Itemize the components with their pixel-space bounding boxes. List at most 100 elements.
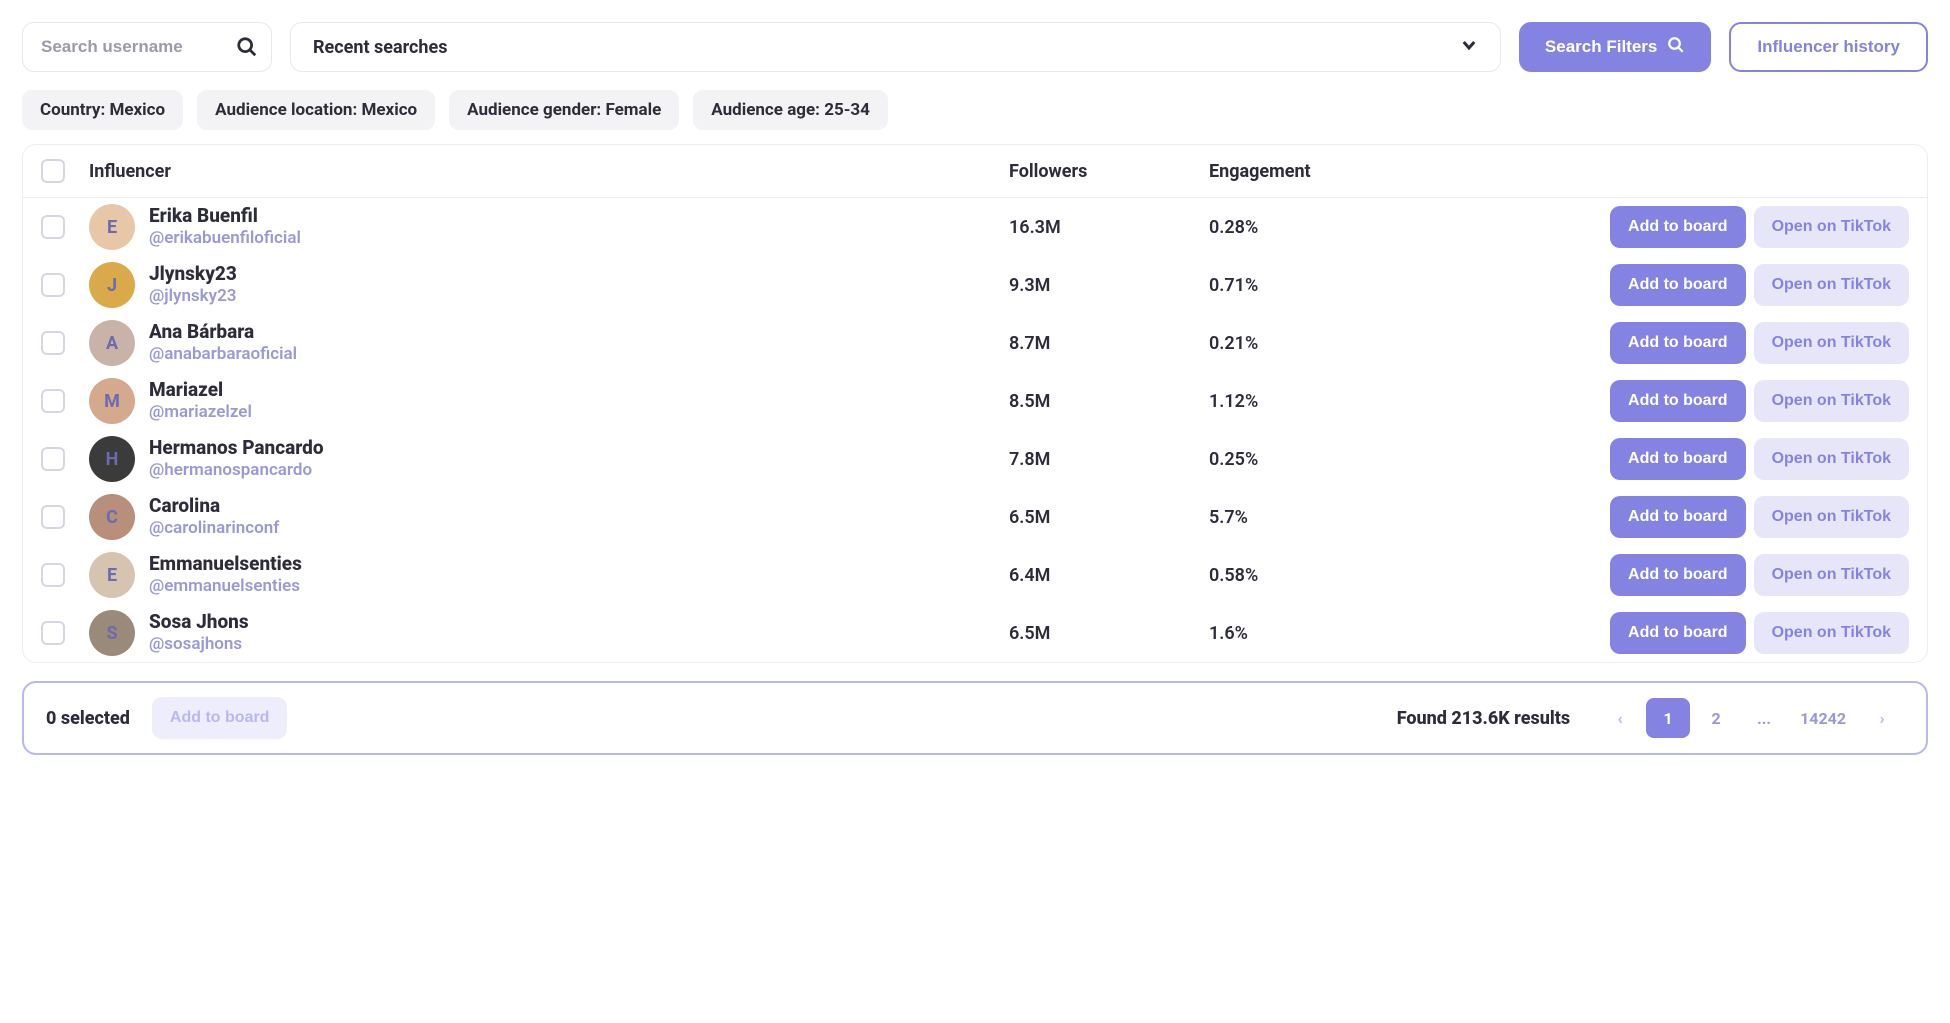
influencer-name: Mariazel [149,379,252,402]
engagement-value: 0.25% [1209,449,1589,470]
table-row: EErika Buenfil@erikabuenfiloficial16.3M0… [23,198,1927,256]
influencer-name: Hermanos Pancardo [149,437,324,460]
row-checkbox[interactable] [41,331,65,355]
footer-right: Found 213.6K results ‹ 1 2 ... 14242 › [1397,698,1904,738]
add-to-board-button[interactable]: Add to board [1610,206,1746,248]
followers-value: 6.5M [1009,623,1209,644]
row-actions: Add to boardOpen on TikTok [1589,554,1909,596]
open-on-tiktok-button[interactable]: Open on TikTok [1754,380,1909,422]
add-to-board-button[interactable]: Add to board [1610,554,1746,596]
row-actions: Add to boardOpen on TikTok [1589,264,1909,306]
influencer-handle: @anabarbaraoficial [149,344,297,364]
avatar: E [89,204,135,250]
influencer-history-button[interactable]: Influencer history [1729,22,1928,72]
influencer-handle: @carolinarinconf [149,518,279,538]
influencer-name: Erika Buenfil [149,205,301,228]
influencer-cell: EErika Buenfil@erikabuenfiloficial [89,204,1009,250]
select-all-checkbox[interactable] [41,159,65,183]
table-row: EEmmanuelsenties@emmanuelsenties6.4M0.58… [23,546,1927,604]
add-to-board-button[interactable]: Add to board [1610,438,1746,480]
table-body: EErika Buenfil@erikabuenfiloficial16.3M0… [23,198,1927,662]
page-ellipsis: ... [1742,698,1786,738]
influencer-name: Carolina [149,495,279,518]
influencer-cell: SSosa Jhons@sosajhons [89,610,1009,656]
engagement-value: 0.58% [1209,565,1589,586]
followers-value: 6.5M [1009,507,1209,528]
row-checkbox[interactable] [41,563,65,587]
pagination: ‹ 1 2 ... 14242 › [1598,698,1904,738]
results-count: Found 213.6K results [1397,708,1570,729]
table-row: AAna Bárbara@anabarbaraoficial8.7M0.21%A… [23,314,1927,372]
open-on-tiktok-button[interactable]: Open on TikTok [1754,322,1909,364]
selected-count: 0 selected [46,708,130,729]
open-on-tiktok-button[interactable]: Open on TikTok [1754,496,1909,538]
followers-value: 6.4M [1009,565,1209,586]
top-toolbar: Recent searches Search Filters Influence… [22,22,1928,72]
col-followers: Followers [1009,161,1209,182]
followers-value: 8.7M [1009,333,1209,354]
page-current[interactable]: 1 [1646,698,1690,738]
influencer-handle: @hermanospancardo [149,460,324,480]
filter-chip[interactable]: Audience location: Mexico [197,90,435,130]
avatar: A [89,320,135,366]
followers-value: 16.3M [1009,217,1209,238]
table-row: JJlynsky23@jlynsky239.3M0.71%Add to boar… [23,256,1927,314]
col-engagement: Engagement [1209,161,1589,182]
row-actions: Add to boardOpen on TikTok [1589,380,1909,422]
avatar: H [89,436,135,482]
filter-chip[interactable]: Audience age: 25-34 [693,90,888,130]
row-checkbox[interactable] [41,621,65,645]
filter-search-icon [1667,36,1685,59]
footer-left: 0 selected Add to board [46,697,287,739]
influencer-history-label: Influencer history [1757,37,1900,57]
page-last-button[interactable]: 14242 [1790,698,1856,738]
table-header: Influencer Followers Engagement [23,145,1927,198]
avatar: E [89,552,135,598]
avatar: S [89,610,135,656]
table-row: SSosa Jhons@sosajhons6.5M1.6%Add to boar… [23,604,1927,662]
row-checkbox[interactable] [41,273,65,297]
table-row: CCarolina@carolinarinconf6.5M5.7%Add to … [23,488,1927,546]
open-on-tiktok-button[interactable]: Open on TikTok [1754,554,1909,596]
influencer-handle: @emmanuelsenties [149,576,302,596]
search-filters-label: Search Filters [1545,37,1657,57]
search-icon[interactable] [236,36,258,58]
row-actions: Add to boardOpen on TikTok [1589,438,1909,480]
search-input[interactable] [22,22,272,72]
row-checkbox[interactable] [41,389,65,413]
footer-add-to-board-button[interactable]: Add to board [152,697,288,739]
engagement-value: 0.71% [1209,275,1589,296]
row-checkbox[interactable] [41,215,65,239]
page-2-button[interactable]: 2 [1694,698,1738,738]
open-on-tiktok-button[interactable]: Open on TikTok [1754,264,1909,306]
open-on-tiktok-button[interactable]: Open on TikTok [1754,438,1909,480]
influencer-cell: EEmmanuelsenties@emmanuelsenties [89,552,1009,598]
add-to-board-button[interactable]: Add to board [1610,496,1746,538]
influencer-handle: @sosajhons [149,634,249,654]
add-to-board-button[interactable]: Add to board [1610,380,1746,422]
influencer-name: Ana Bárbara [149,321,297,344]
footer-add-to-board-label: Add to board [170,709,270,726]
open-on-tiktok-button[interactable]: Open on TikTok [1754,612,1909,654]
influencer-cell: JJlynsky23@jlynsky23 [89,262,1009,308]
add-to-board-button[interactable]: Add to board [1610,322,1746,364]
row-checkbox[interactable] [41,447,65,471]
engagement-value: 0.28% [1209,217,1589,238]
page-prev-button[interactable]: ‹ [1598,698,1642,738]
page-next-button[interactable]: › [1860,698,1904,738]
add-to-board-button[interactable]: Add to board [1610,612,1746,654]
recent-searches-select[interactable]: Recent searches [290,22,1501,72]
footer-bar: 0 selected Add to board Found 213.6K res… [22,681,1928,755]
filter-chip[interactable]: Country: Mexico [22,90,183,130]
open-on-tiktok-button[interactable]: Open on TikTok [1754,206,1909,248]
row-checkbox[interactable] [41,505,65,529]
influencer-handle: @jlynsky23 [149,286,237,306]
add-to-board-button[interactable]: Add to board [1610,264,1746,306]
influencer-cell: MMariazel@mariazelzel [89,378,1009,424]
avatar: C [89,494,135,540]
filter-chips: Country: Mexico Audience location: Mexico… [22,90,1928,130]
row-actions: Add to boardOpen on TikTok [1589,322,1909,364]
table-row: HHermanos Pancardo@hermanospancardo7.8M0… [23,430,1927,488]
search-filters-button[interactable]: Search Filters [1519,22,1711,72]
filter-chip[interactable]: Audience gender: Female [449,90,679,130]
